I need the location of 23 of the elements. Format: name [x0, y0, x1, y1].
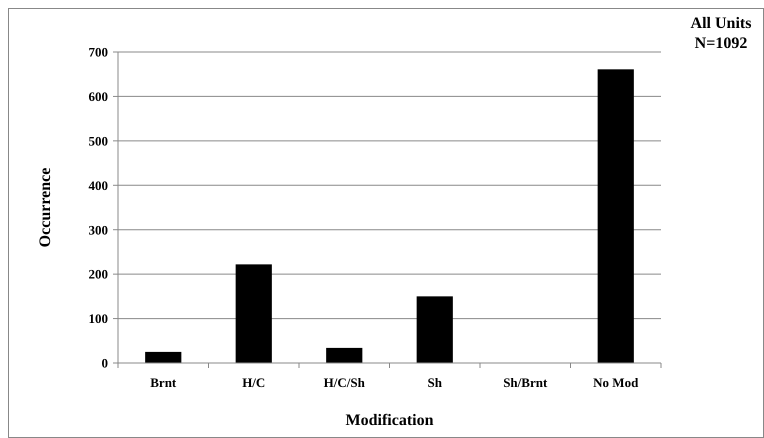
x-tick-label: H/C/Sh — [324, 375, 366, 390]
text: N=1092 — [694, 35, 748, 52]
bar — [598, 69, 634, 363]
y-tick-label: 100 — [88, 311, 108, 326]
y-tick-label: 500 — [88, 133, 108, 148]
y-tick-label: 200 — [88, 266, 108, 282]
x-tick-label: Brnt — [150, 375, 177, 390]
y-tick-label: 300 — [88, 222, 108, 238]
x-tick-label: Sh — [428, 375, 443, 390]
x-tick-label: Sh/Brnt — [503, 375, 548, 390]
bar — [145, 352, 182, 363]
bar — [236, 264, 272, 363]
text: All Units — [690, 15, 752, 32]
y-axis-title: Occurrence — [37, 168, 54, 248]
bar — [326, 348, 362, 363]
x-tick-label: No Mod — [593, 375, 640, 390]
y-tick-label: 0 — [102, 356, 108, 371]
y-tick-label: 400 — [88, 178, 108, 193]
y-tick-label: 600 — [88, 88, 108, 104]
x-tick-label: H/C — [242, 375, 266, 390]
bar — [416, 296, 453, 363]
x-axis-title: Modification — [346, 412, 434, 429]
y-tick-label: 700 — [88, 44, 108, 60]
